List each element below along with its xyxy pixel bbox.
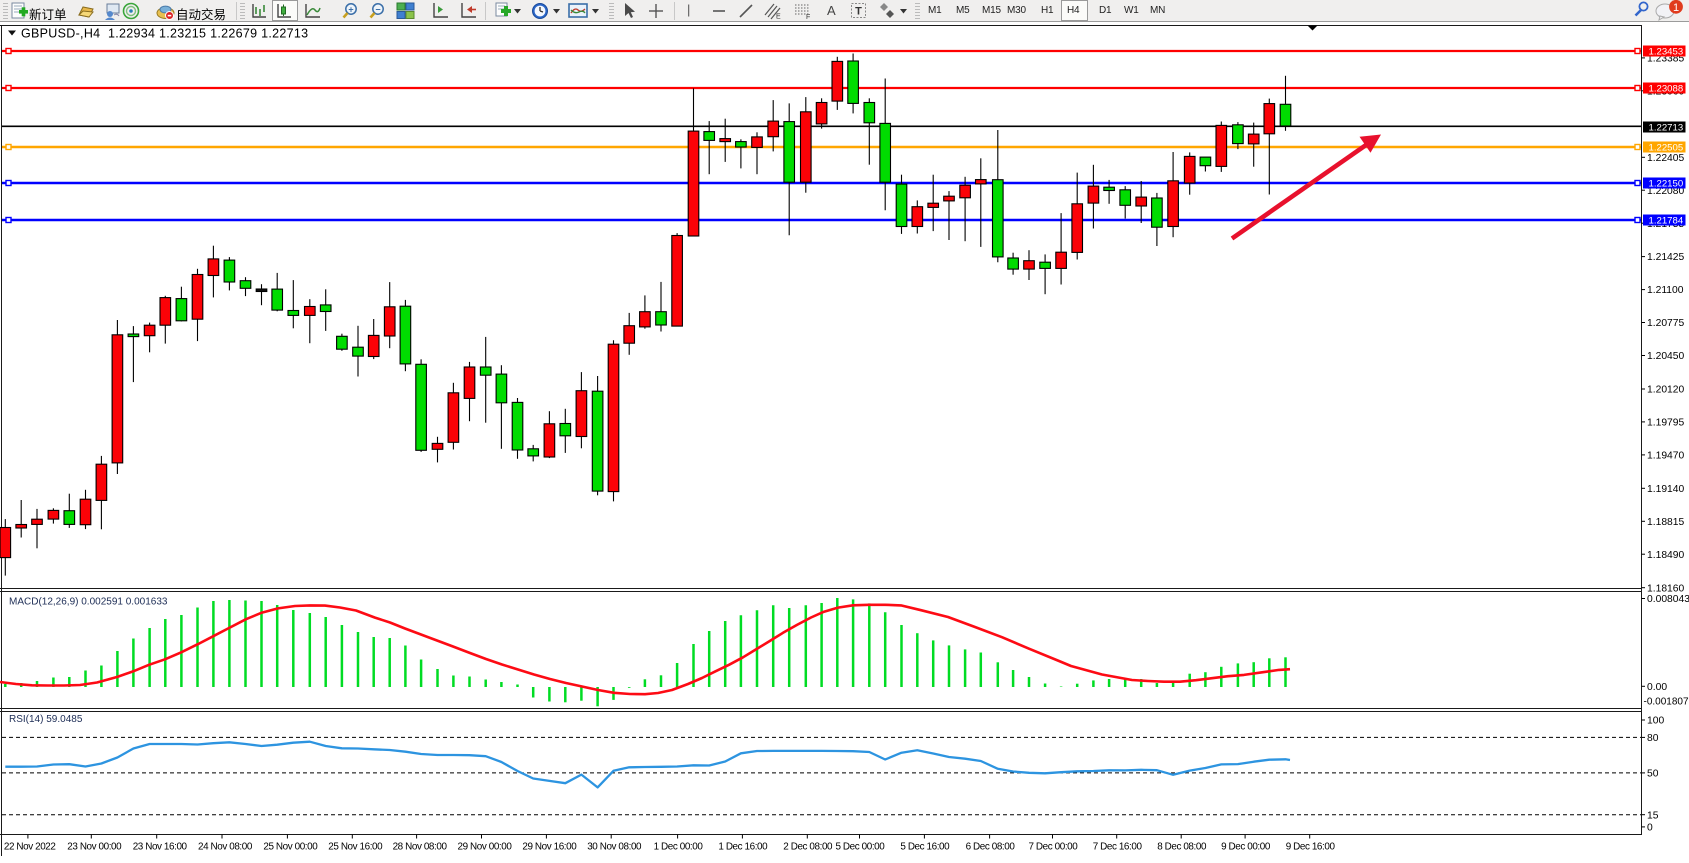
- svg-text:−: −: [375, 4, 380, 14]
- svg-text:8 Dec 08:00: 8 Dec 08:00: [1157, 842, 1207, 853]
- svg-text:23 Nov 16:00: 23 Nov 16:00: [133, 842, 188, 853]
- svg-text:MACD(12,26,9) 0.002591 0.00163: MACD(12,26,9) 0.002591 0.001633: [9, 597, 168, 608]
- svg-text:1.19470: 1.19470: [1647, 451, 1684, 462]
- svg-text:1.23453: 1.23453: [1649, 47, 1684, 58]
- svg-text:E: E: [776, 14, 781, 21]
- svg-text:100: 100: [1647, 716, 1664, 727]
- svg-text:1 Dec 00:00: 1 Dec 00:00: [654, 842, 704, 853]
- svg-text:1.20120: 1.20120: [1647, 385, 1684, 396]
- svg-text:T: T: [855, 6, 862, 18]
- svg-text:1.18160: 1.18160: [1647, 583, 1684, 594]
- svg-text:28 Nov 08:00: 28 Nov 08:00: [393, 842, 448, 853]
- svg-text:0.008043: 0.008043: [1647, 594, 1689, 605]
- svg-text:1.22713: 1.22713: [1649, 123, 1684, 134]
- svg-text:1.21100: 1.21100: [1647, 285, 1684, 296]
- svg-text:50: 50: [1647, 769, 1659, 780]
- svg-text:1 Dec 16:00: 1 Dec 16:00: [718, 842, 768, 853]
- svg-text:1.22405: 1.22405: [1647, 153, 1684, 164]
- svg-text:+: +: [348, 4, 353, 14]
- svg-text:GBPUSD-,H4 1.22934 1.23215 1.: GBPUSD-,H4 1.22934 1.23215 1.22679 1.227…: [21, 27, 308, 41]
- svg-text:5 Dec 00:00: 5 Dec 00:00: [836, 842, 886, 853]
- svg-text:1.19795: 1.19795: [1647, 418, 1684, 429]
- svg-text:9 Dec 00:00: 9 Dec 00:00: [1221, 842, 1271, 853]
- svg-text:22 Nov 2022: 22 Nov 2022: [4, 842, 56, 853]
- svg-text:7 Dec 16:00: 7 Dec 16:00: [1093, 842, 1143, 853]
- svg-text:5 Dec 16:00: 5 Dec 16:00: [900, 842, 950, 853]
- svg-text:1.18490: 1.18490: [1647, 550, 1684, 561]
- svg-text:23 Nov 00:00: 23 Nov 00:00: [67, 842, 122, 853]
- svg-text:1.23088: 1.23088: [1649, 84, 1684, 95]
- svg-text:2 Dec 08:00: 2 Dec 08:00: [783, 842, 833, 853]
- svg-text:F: F: [806, 14, 810, 20]
- svg-text:0.00: 0.00: [1647, 682, 1667, 693]
- svg-text:1.23385: 1.23385: [1647, 54, 1684, 65]
- svg-text:7 Dec 00:00: 7 Dec 00:00: [1029, 842, 1079, 853]
- svg-text:30 Nov 08:00: 30 Nov 08:00: [587, 842, 642, 853]
- svg-text:1.19140: 1.19140: [1647, 484, 1684, 495]
- svg-text:1: 1: [1673, 2, 1679, 14]
- svg-text:1.18815: 1.18815: [1647, 517, 1684, 528]
- svg-text:1.22080: 1.22080: [1647, 186, 1684, 197]
- svg-text:15: 15: [1647, 810, 1659, 821]
- svg-text:RSI(14) 59.0485: RSI(14) 59.0485: [9, 714, 83, 725]
- svg-text:1.21425: 1.21425: [1647, 252, 1684, 263]
- svg-text:29 Nov 16:00: 29 Nov 16:00: [522, 842, 577, 853]
- svg-text:1.22150: 1.22150: [1649, 179, 1684, 190]
- svg-text:0: 0: [1647, 823, 1653, 834]
- svg-text:24 Nov 08:00: 24 Nov 08:00: [198, 842, 253, 853]
- svg-text:25 Nov 00:00: 25 Nov 00:00: [263, 842, 318, 853]
- svg-text:1.22505: 1.22505: [1649, 143, 1684, 154]
- svg-text:25 Nov 16:00: 25 Nov 16:00: [328, 842, 383, 853]
- svg-text:80: 80: [1647, 733, 1659, 744]
- svg-text:1.20775: 1.20775: [1647, 318, 1684, 329]
- svg-text:6 Dec 08:00: 6 Dec 08:00: [966, 842, 1016, 853]
- svg-text:9 Dec 16:00: 9 Dec 16:00: [1286, 842, 1336, 853]
- svg-text:1.20450: 1.20450: [1647, 351, 1684, 362]
- svg-text:-0.001807: -0.001807: [1644, 697, 1689, 708]
- svg-text:29 Nov 00:00: 29 Nov 00:00: [458, 842, 513, 853]
- svg-text:1.21784: 1.21784: [1649, 216, 1684, 227]
